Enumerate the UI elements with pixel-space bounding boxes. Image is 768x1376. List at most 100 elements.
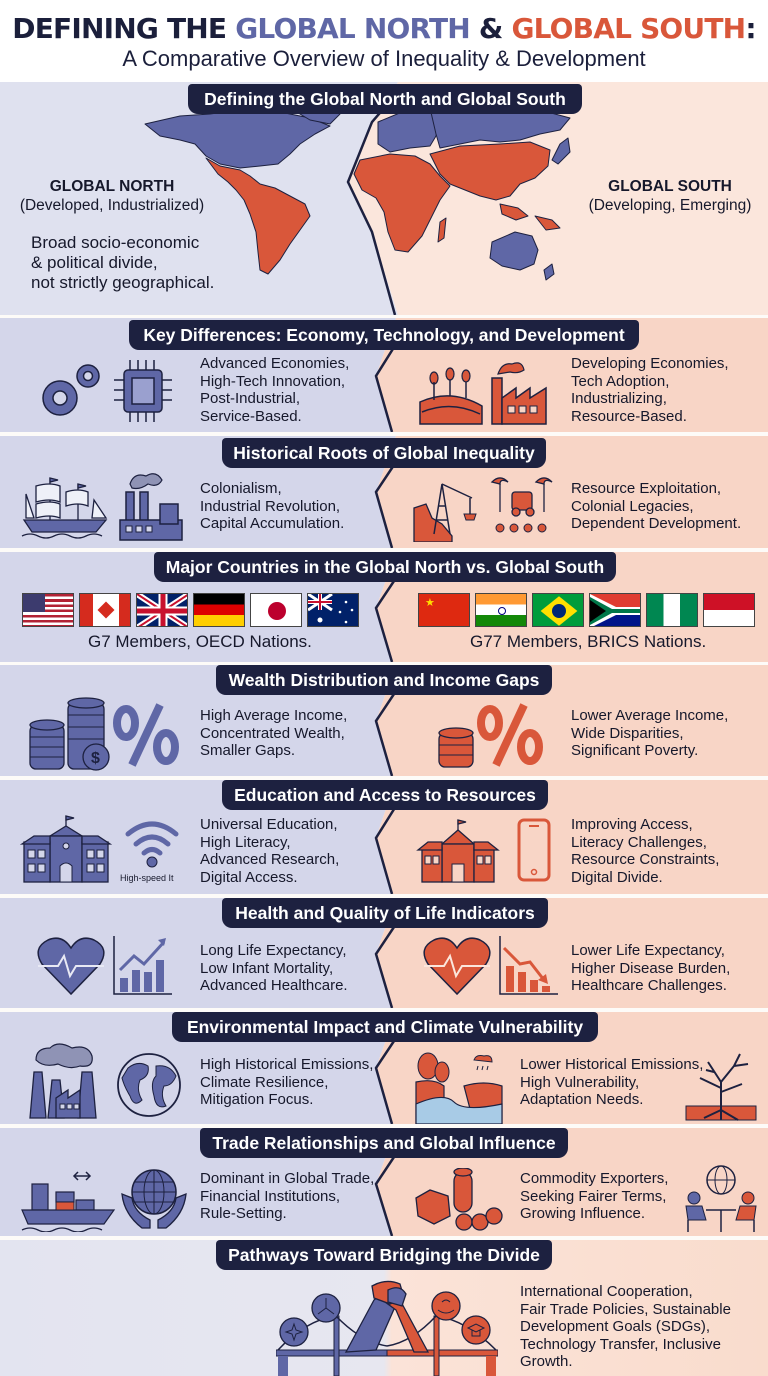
text-line: Concentrated Wealth, [200,724,345,742]
title-south: GLOBAL SOUTH [511,12,746,45]
text-line: Financial Institutions, [200,1187,341,1205]
north-description: Dominant in Global Trade, Financial Inst… [200,1170,374,1223]
text-line: Healthcare Challenges. [571,977,727,994]
text-line: High-Tech Innovation, [200,372,346,390]
flood-icon [415,1052,503,1124]
text-line: Capital Accumulation. [200,515,345,532]
handshake-bridge-icon [276,1280,498,1376]
text-line: Technology Transfer, Inclusive [520,1335,721,1353]
text-line: Tech Adoption, [571,372,670,390]
text-line: Post-Industrial, [200,390,301,407]
smoking-factory-icon [119,473,183,541]
section-pathways: Pathways Toward Bridging the Divide In [0,1240,768,1376]
section-separator [0,548,768,553]
south-description: Developing Economies, Tech Adoption, Ind… [571,355,729,425]
flag-south-africa [589,593,641,627]
south-description: Lower Average Income, Wide Disparities, … [571,707,728,760]
section-key-differences: Key Differences: Economy, Technology, an… [0,318,768,432]
falling-chart-icon [499,936,558,995]
text-line: Fair Trade Policies, Sustainable [520,1300,731,1318]
text-line: Advanced Economies, [200,355,350,372]
section-title: Environmental Impact and Climate Vulnera… [172,1012,598,1042]
plantation-icon [490,477,553,533]
south-flags: ★ [418,593,755,627]
note-line: & political divide, [31,253,158,272]
heartbeat-icon [37,937,105,996]
section-title: Defining the Global North and Global Sou… [188,84,582,114]
world-map-icon [140,104,571,281]
coin-stacks-icon: $ [29,697,110,771]
section-separator [0,662,768,667]
section-major-countries: Major Countries in the Global North vs. … [0,552,768,662]
section-separator [0,432,768,437]
south-description: Improving Access, Literacy Challenges, R… [571,816,719,886]
section-title: Historical Roots of Global Inequality [222,438,546,468]
school-icon [416,819,500,883]
mining-crane-icon [413,483,477,542]
section-separator [0,1124,768,1129]
section-separator [0,1008,768,1013]
factory-icon [491,362,547,425]
text-line: Seeking Fairer Terms, [520,1187,667,1205]
global-north-heading: GLOBAL NORTH [49,178,175,195]
section-separator [0,1236,768,1241]
south-description: Resource Exploitation, Colonial Legacies… [571,480,741,533]
sailing-ship-icon [21,477,108,539]
flag-japan [250,593,302,627]
text-line: Advanced Healthcare. [200,977,348,994]
global-south-subheading: (Developing, Emerging) [588,197,752,214]
north-description: Advanced Economies, High-Tech Innovation… [200,355,349,425]
global-south-label: GLOBAL SOUTH (Developing, Emerging) [570,177,768,215]
text-line: International Cooperation, [520,1283,693,1300]
flag-china: ★ [418,593,470,627]
north-description: Colonialism, Industrial Revolution, Capi… [200,480,344,533]
south-caption: G77 Members, BRICS Nations. [470,632,707,651]
text-line: Resource Constraints, [571,851,720,868]
pathways-description: International Cooperation, Fair Trade Po… [520,1283,731,1371]
wifi-label: High-speed It [120,873,174,883]
section-title: Key Differences: Economy, Technology, an… [129,320,639,350]
coin-stack-icon [438,727,474,768]
crops-icon [419,367,483,425]
section-title: Trade Relationships and Global Influence [200,1128,568,1158]
text-line: Lower Average Income, [571,707,729,724]
north-flags [22,593,359,627]
text-line: Digital Divide. [571,868,663,886]
section-education: Education and Access to Resources High-s… [0,780,768,894]
text-line: Higher Disease Burden, [571,959,731,977]
global-north-label: GLOBAL NORTH (Developed, Industrialized) [12,177,212,215]
text-line: Growing Influence. [520,1205,646,1222]
north-description: Universal Education, High Literacy, Adva… [200,816,339,886]
section-defining: Defining the Global North and Global Sou… [0,82,768,315]
section-separator [0,776,768,781]
text-line: Industrial Revolution, [200,497,341,515]
text-line: Mitigation Focus. [200,1091,314,1108]
microchip-icon [114,360,172,422]
svg-text:$: $ [91,750,100,767]
header: DEFINING THE GLOBAL NORTH & GLOBAL SOUTH… [0,0,768,82]
north-description: High Average Income, Concentrated Wealth… [200,707,347,760]
negotiation-table-icon [685,1165,757,1232]
title-prefix: DEFINING THE [12,12,236,45]
text-line: Wide Disparities, [571,724,684,742]
university-icon [20,815,112,883]
flag-canada [79,593,131,627]
section-environment: Environmental Impact and Climate Vulnera… [0,1012,768,1124]
divide-note: Broad socio-economic & political divide,… [31,233,214,293]
global-south-heading: GLOBAL SOUTH [608,178,732,195]
text-line: Colonialism, [200,480,282,497]
section-title: Wealth Distribution and Income Gaps [216,665,552,695]
text-line: Literacy Challenges, [571,833,707,851]
text-line: Long Life Expectancy, [200,942,347,959]
text-line: Growth. [520,1353,573,1370]
section-health: Health and Quality of Life Indicators Lo… [0,898,768,1008]
text-line: Lower Life Expectancy, [571,942,725,959]
text-line: Rule-Setting. [200,1205,287,1222]
flag-indonesia [703,593,755,627]
text-line: High Vulnerability, [520,1073,640,1091]
text-line: Resource Exploitation, [571,480,722,497]
north-description: Long Life Expectancy, Low Infant Mortali… [200,942,348,995]
south-description: Lower Historical Emissions, High Vulnera… [520,1056,703,1109]
power-plant-icon [29,1043,97,1119]
text-line: Lower Historical Emissions, [520,1056,704,1073]
